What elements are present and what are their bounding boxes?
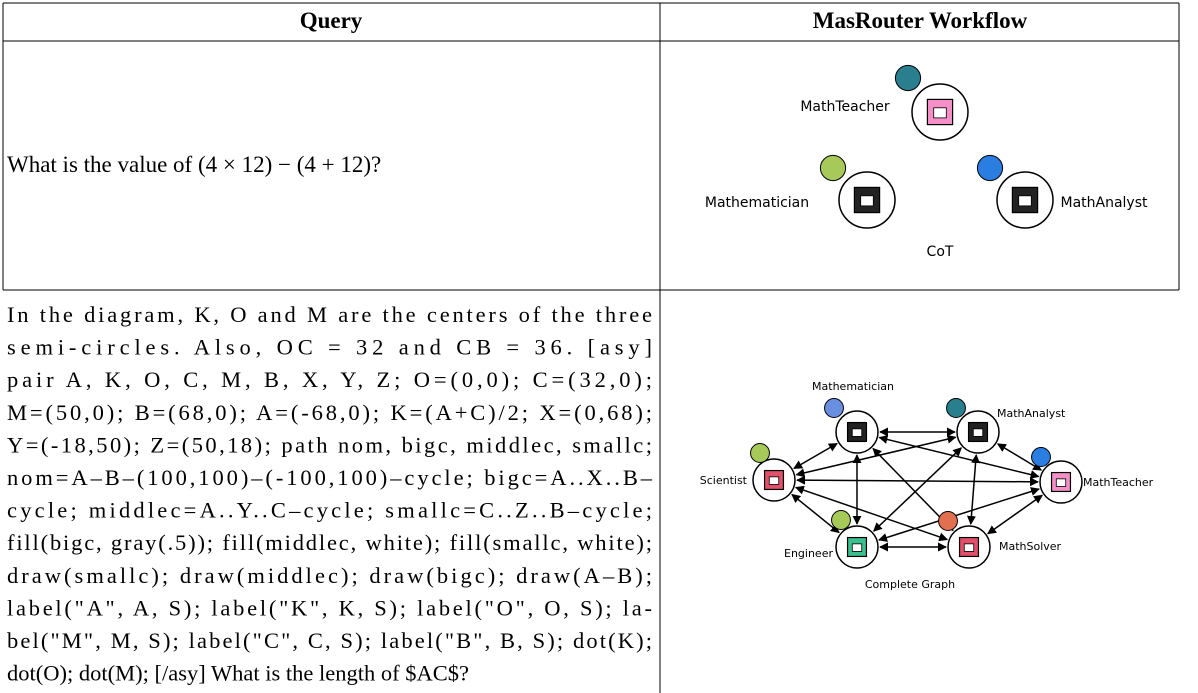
- agent-avatar: [768, 476, 780, 485]
- model-badge: [750, 443, 770, 463]
- column-header: Query: [300, 8, 363, 33]
- agent-label: MathTeacher: [1083, 476, 1154, 489]
- agent-label: Mathematician: [705, 195, 809, 211]
- query-text: semi-circles. Also, OC = 32 and CB = 36.…: [7, 335, 652, 360]
- agent-avatar: [851, 428, 863, 437]
- query-text: label("A", A, S); label("K", K, S); labe…: [7, 595, 652, 620]
- agent-avatar: [963, 543, 975, 552]
- agent-label: MathSolver: [999, 540, 1062, 553]
- agent-avatar: [933, 107, 947, 119]
- agent-avatar: [860, 195, 874, 207]
- agent-label: MathAnalyst: [1060, 195, 1148, 211]
- model-badge: [1031, 447, 1051, 467]
- workflow-caption: CoT: [927, 244, 954, 260]
- model-badge: [946, 398, 966, 418]
- agent-avatar: [972, 428, 984, 437]
- model-badge: [894, 64, 922, 92]
- agent-avatar: [851, 543, 863, 552]
- query-text: bel("M", M, S); label("C", C, S); label(…: [7, 628, 652, 653]
- column-header: MasRouter Workflow: [813, 8, 1028, 33]
- query-text: cycle; middlec=A..Y..C–cycle; smallc=C..…: [7, 498, 652, 523]
- edge: [966, 454, 981, 525]
- edge: [793, 442, 838, 470]
- query-text: What is the value of (4 × 12) − (4 + 12)…: [7, 152, 381, 177]
- query-text: fill(bigc, gray(.5)); fill(middlec, whit…: [7, 530, 652, 555]
- model-badge: [976, 154, 1004, 182]
- agent-label: Scientist: [700, 474, 748, 487]
- agent-avatar: [1018, 195, 1032, 207]
- agent-avatar: [926, 98, 954, 126]
- query-text: nom=A–B–(100,100)–(-100,100)–cycle; bigc…: [7, 465, 653, 490]
- query-text: In the diagram, K, O and M are the cente…: [7, 302, 652, 327]
- query-text: pair A, K, O, C, M, B, X, Y, Z; O=(0,0);…: [7, 367, 652, 392]
- edge: [795, 434, 957, 478]
- edge: [794, 485, 949, 542]
- agent-avatar: [1055, 478, 1067, 487]
- agent-label: Engineer: [784, 547, 833, 560]
- workflow-caption: Complete Graph: [865, 578, 955, 591]
- query-text: M=(50,0); B=(68,0); A=(-68,0); K=(A+C)/2…: [7, 400, 652, 425]
- model-badge: [831, 510, 851, 530]
- query-text: draw(smallc); draw(middlec); draw(bigc);…: [7, 563, 652, 588]
- edge: [878, 435, 1040, 479]
- query-text: dot(O); dot(M); [/asy] What is the lengt…: [7, 661, 469, 686]
- edge: [796, 475, 1039, 487]
- agent-label: MathAnalyst: [997, 407, 1066, 420]
- agent-label: Mathematician: [812, 380, 894, 393]
- model-badge: [824, 398, 844, 418]
- edge: [987, 494, 1043, 535]
- query-text: Y=(-18,50); Z=(50,18); path nom, bigc, m…: [7, 432, 652, 457]
- edge: [996, 443, 1043, 471]
- model-badge: [819, 154, 847, 182]
- agent-label: MathTeacher: [800, 99, 890, 115]
- model-badge: [938, 511, 958, 531]
